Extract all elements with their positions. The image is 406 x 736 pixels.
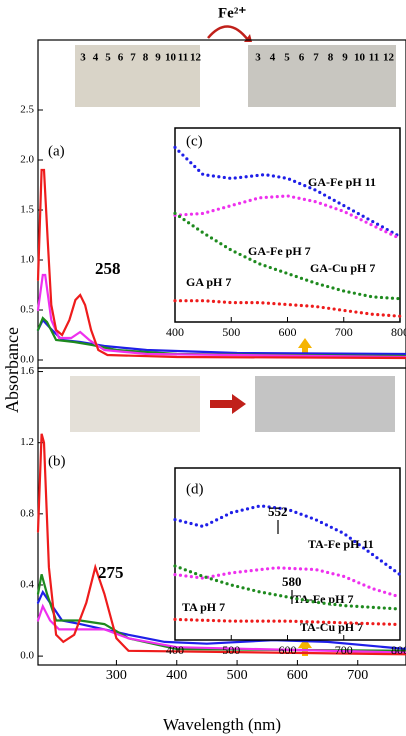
photo-ta: [70, 376, 200, 432]
tube-label: 3: [255, 52, 261, 64]
y-tick-label: 0.0: [20, 650, 34, 662]
tube-label: 12: [383, 52, 395, 64]
arrow: [207, 25, 249, 41]
series-line: [173, 617, 402, 627]
series-label: GA-Fe pH 11: [308, 175, 376, 189]
tube-label: 11: [369, 52, 379, 64]
annotation: 258: [95, 259, 121, 278]
series-line: [173, 299, 402, 318]
y-axis-title: Absorbance: [2, 327, 22, 413]
x-tick-label: 300: [106, 668, 127, 683]
y-tick-label: 1.6: [20, 365, 34, 377]
tube-label: 7: [313, 52, 319, 64]
series-line: [36, 433, 406, 656]
tube-label: 8: [143, 52, 149, 64]
annotation: 580: [282, 574, 302, 589]
series-label: TA-Cu pH 7: [300, 620, 363, 634]
tube-label: 10: [354, 52, 366, 64]
y-tick-label: 2.0: [20, 154, 34, 166]
y-tick-label: 0.0: [20, 354, 34, 366]
annotation: 275: [98, 563, 124, 582]
annotation: (d): [186, 481, 204, 497]
plot-frame: [174, 467, 401, 641]
panel: 0.0 0.4 0.8 1.2 1.6 300 400 500 600 700 (b) 275 Wave…: [20, 365, 406, 734]
y-tick-label: 0.4: [20, 579, 34, 591]
photos: [70, 25, 396, 656]
tube-label: 5: [284, 52, 290, 64]
inset: 400 500 600 700 800 GA-Fe pH 11 GA-Fe pH 7 GA-C…: [166, 127, 406, 339]
tube-label: 6: [299, 52, 305, 64]
y-tick-label: 2.5: [20, 104, 34, 116]
annotation: 552: [268, 504, 288, 519]
arrow: [210, 394, 246, 414]
series-label: GA-Fe pH 7: [248, 244, 311, 258]
y-tick-label: 0.8: [20, 507, 34, 519]
marker-arrow: [298, 338, 312, 356]
series-line: [173, 194, 402, 241]
series-label: GA pH 7: [186, 275, 231, 289]
series-line: [173, 566, 402, 599]
x-tick-label: 400: [166, 668, 187, 683]
x-tick-label: 400: [166, 643, 184, 657]
photo-ta-fe: [255, 376, 395, 432]
photo-ga: [75, 45, 200, 107]
series-label: GA-Cu pH 7: [310, 261, 375, 275]
x-tick-label: 700: [335, 325, 353, 339]
x-tick-label: 500: [227, 668, 248, 683]
series-line: [173, 564, 402, 611]
series-label: TA-Fe pH 11: [308, 537, 374, 551]
annotation: Fe²⁺: [218, 5, 246, 21]
marker-arrow: [298, 638, 312, 656]
x-tick-label: 600: [279, 643, 297, 657]
x-tick-label: 500: [222, 643, 240, 657]
x-tick-label: 500: [222, 325, 240, 339]
annotation: (a): [48, 143, 65, 159]
plot-frame: [174, 127, 401, 323]
x-tick-label: 400: [166, 325, 184, 339]
tube-label: 9: [155, 52, 161, 64]
x-tick-label: 600: [279, 325, 297, 339]
tube-label: 10: [165, 52, 177, 64]
x-tick-label: 800: [391, 325, 406, 339]
series-line: [173, 211, 402, 301]
tube-label: 5: [105, 52, 111, 64]
annotation: (c): [186, 133, 203, 149]
y-tick-label: 1.5: [20, 204, 34, 216]
tube-label: 7: [130, 52, 136, 64]
series-line: [173, 504, 402, 577]
x-tick-label: 600: [287, 668, 308, 683]
x-tick-label: 800: [391, 643, 406, 657]
y-tick-label: 1.0: [20, 254, 34, 266]
x-axis-title: Wavelength (nm): [163, 715, 281, 734]
series-line: [36, 273, 406, 359]
tube-label: 11: [178, 52, 188, 64]
tube-label: 12: [190, 52, 202, 64]
y-tick-label: 1.2: [20, 436, 34, 448]
series-line: [36, 603, 406, 654]
series-line: [36, 316, 406, 358]
series-label: TA pH 7: [182, 600, 225, 614]
tube-label: 4: [270, 52, 276, 64]
series-line: [173, 145, 402, 239]
tube-label: 4: [93, 52, 99, 64]
x-tick-label: 700: [335, 643, 353, 657]
tube-label: 6: [118, 52, 124, 64]
tube-label: 9: [342, 52, 348, 64]
photo-ga-fe: [248, 45, 396, 107]
y-tick-label: 0.5: [20, 304, 34, 316]
annotation: (b): [48, 453, 66, 469]
x-tick-label: 700: [347, 668, 368, 683]
tube-label: 3: [80, 52, 86, 64]
tube-label: 8: [328, 52, 334, 64]
series-line: [36, 168, 406, 360]
